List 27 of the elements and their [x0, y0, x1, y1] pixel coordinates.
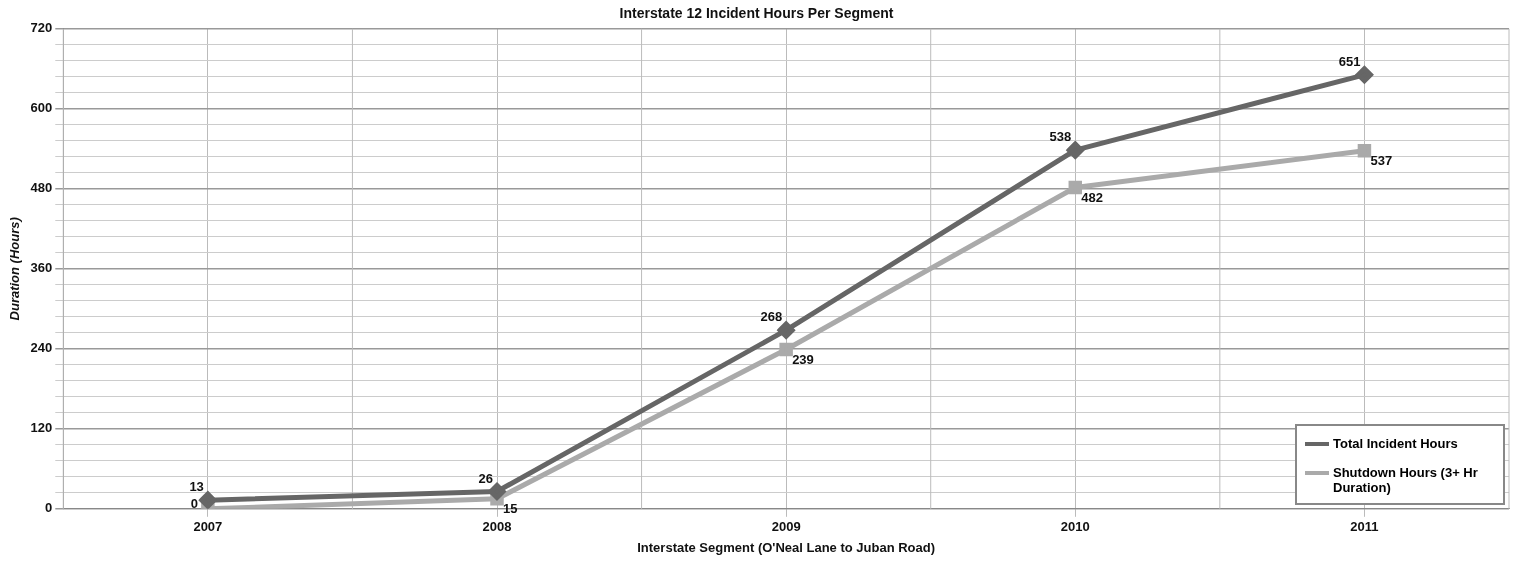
y-tick-label: 480	[30, 180, 53, 196]
x-tick-label: 2007	[193, 519, 223, 535]
y-tick-label: 360	[30, 260, 53, 276]
y-tick-label: 120	[30, 420, 53, 436]
data-label: 239	[792, 351, 814, 367]
legend-label: Total Incident Hours	[1333, 435, 1458, 451]
data-label: 268	[760, 309, 783, 325]
data-label: 15	[503, 500, 518, 516]
data-label: 538	[1049, 129, 1072, 145]
data-label: 482	[1081, 189, 1103, 205]
data-label: 651	[1338, 53, 1361, 69]
data-label: 26	[478, 470, 493, 486]
x-axis-title: Interstate Segment (O'Neal Lane to Juban Road)	[637, 539, 936, 555]
y-tick-label: 600	[30, 100, 53, 116]
x-tick-label: 2010	[1060, 519, 1090, 535]
y-tick-label: 720	[30, 20, 53, 36]
x-tick-label: 2011	[1350, 519, 1379, 535]
data-label: 0	[190, 496, 198, 512]
chart-title: Interstate 12 Incident Hours Per Segment	[619, 5, 894, 22]
x-tick-label: 2009	[771, 519, 801, 535]
y-tick-label: 0	[45, 500, 53, 516]
data-label: 13	[189, 479, 204, 495]
data-label: 537	[1370, 152, 1393, 168]
y-tick-label: 240	[30, 340, 53, 356]
legend-label: Shutdown Hours (3+ Hr Duration)	[1333, 464, 1479, 495]
y-axis-title: Duration (Hours)	[7, 217, 23, 321]
x-tick-label: 2008	[482, 519, 512, 535]
